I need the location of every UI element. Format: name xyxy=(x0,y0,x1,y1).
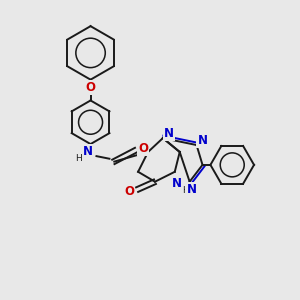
Text: O: O xyxy=(85,81,96,94)
Text: N: N xyxy=(164,127,174,140)
Text: N: N xyxy=(197,134,208,147)
Text: H: H xyxy=(182,186,189,195)
Text: H: H xyxy=(75,154,82,164)
Text: O: O xyxy=(124,185,134,198)
Text: O: O xyxy=(138,142,148,154)
Text: N: N xyxy=(172,177,182,190)
Text: N: N xyxy=(187,183,196,196)
Text: N: N xyxy=(82,146,93,158)
